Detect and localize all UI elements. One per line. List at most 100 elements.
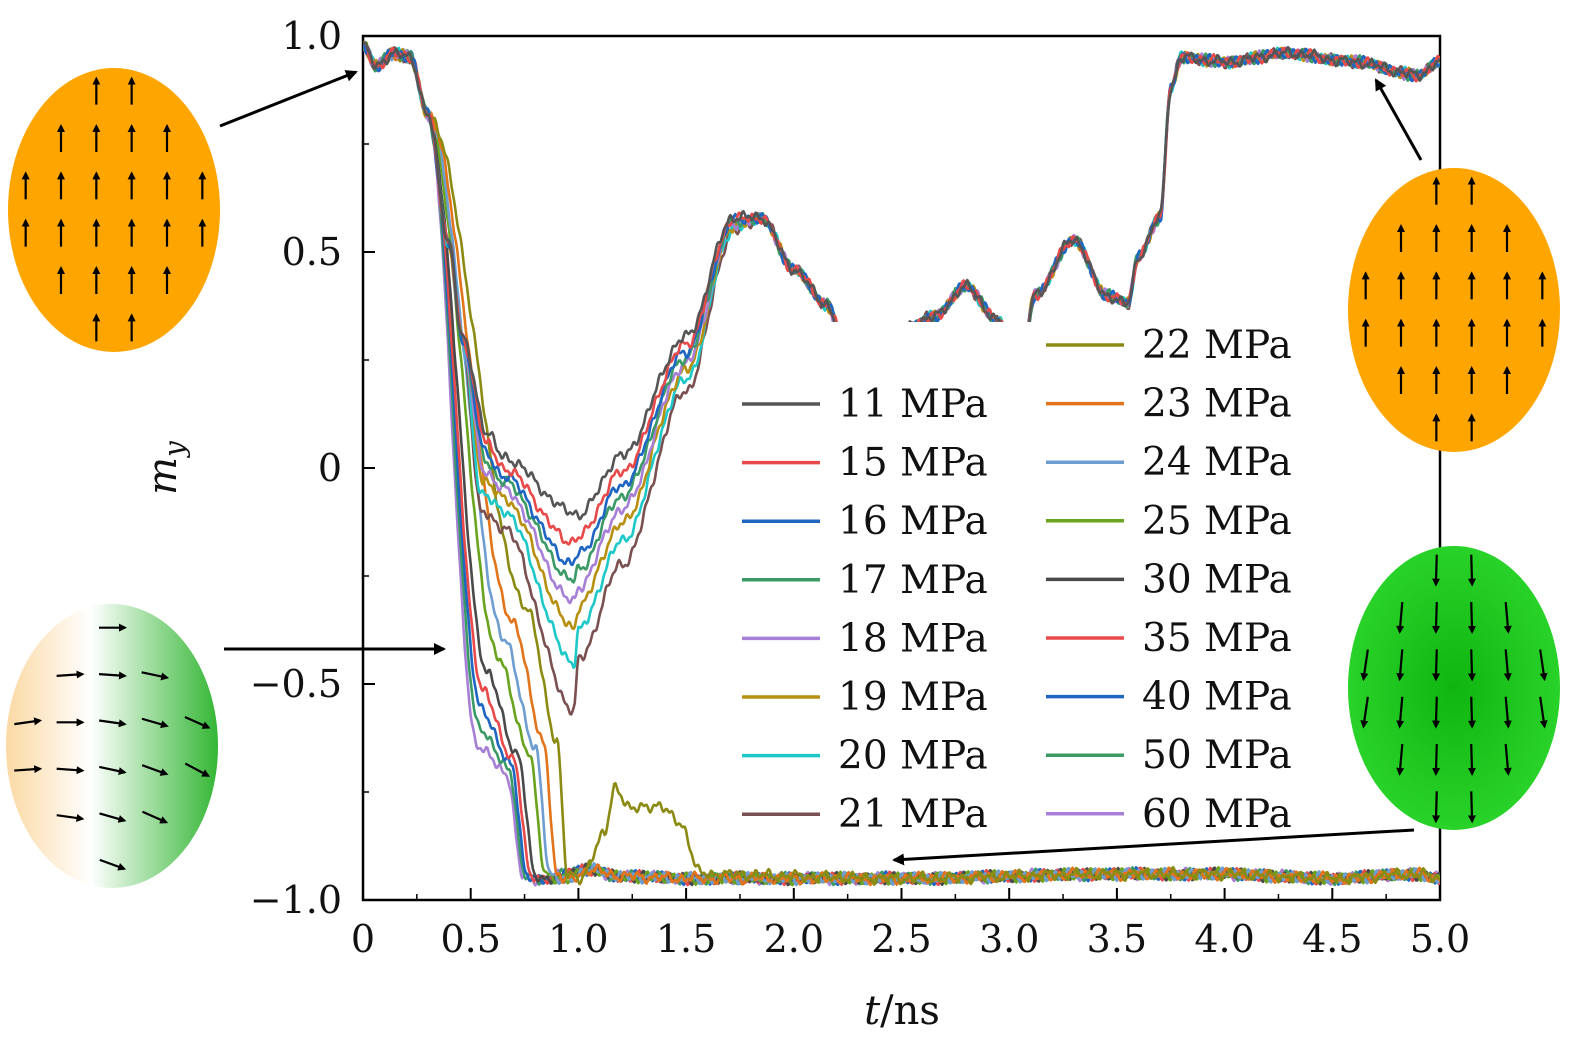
legend-label: 23 MPa [1142, 382, 1292, 427]
inset-arrow [99, 765, 127, 776]
inset-orange-ellipse-left [8, 68, 220, 352]
inset-arrow [1539, 696, 1548, 729]
legend-entry: 21 MPa [742, 792, 988, 837]
inset-arrow [98, 671, 127, 680]
inset-arrow [1396, 696, 1405, 729]
inset-arrow [1503, 649, 1512, 682]
inset-arrow [184, 762, 211, 777]
pointer-arrow-initial [219, 70, 358, 128]
legend-label: 15 MPa [838, 441, 988, 486]
y-tick-label: 0 [318, 446, 342, 490]
legend-label: 40 MPa [1142, 675, 1292, 720]
legend: 11 MPa 15 MPa 16 MPa 17 MPa 18 MPa 19 MPa 20 M… [735, 322, 1335, 844]
x-tick-label: 4.5 [1302, 917, 1362, 961]
legend-label: 20 MPa [838, 734, 988, 779]
x-axis-label: t/ns [864, 988, 940, 1034]
legend-label: 60 MPa [1142, 792, 1292, 837]
legend-label: 17 MPa [838, 558, 988, 603]
inset-arrow [1432, 601, 1441, 634]
inset-arrow [56, 766, 85, 775]
legend-entry: 17 MPa [742, 558, 988, 603]
inset-arrow [98, 719, 127, 728]
inset-green-ellipse-left [6, 604, 218, 888]
legend-label: 50 MPa [1142, 733, 1292, 778]
legend-label: 25 MPa [1142, 499, 1292, 544]
legend-entry: 11 MPa [742, 382, 988, 427]
x-tick-label: 1.0 [548, 917, 608, 961]
inset-arrow [1432, 696, 1441, 729]
inset-arrow [1467, 601, 1476, 634]
inset-intermediate-state [6, 604, 218, 888]
legend-label: 30 MPa [1142, 557, 1292, 602]
legend-entry: 15 MPa [742, 441, 988, 486]
inset-up-arrows-left [21, 76, 207, 342]
inset-arrow [1503, 696, 1512, 729]
x-tick-label: 0 [351, 917, 375, 961]
legend-entry: 23 MPa [1046, 382, 1292, 427]
inset-arrow [14, 765, 43, 774]
inset-initial-state [8, 68, 220, 352]
inset-tilted-arrows [14, 623, 211, 871]
series-line [363, 41, 1440, 886]
inset-arrow [56, 670, 85, 679]
inset-arrow [14, 717, 43, 726]
legend-entry: 30 MPa [1046, 557, 1292, 602]
inset-arrow [99, 858, 127, 871]
inset-arrow [1432, 554, 1441, 587]
inset-arrow [1503, 601, 1512, 634]
x-tick-label: 3.0 [979, 917, 1039, 961]
inset-arrow [1360, 649, 1369, 682]
x-tick-label: 4.0 [1194, 917, 1254, 961]
inset-arrow [1503, 743, 1512, 776]
inset-arrow [1432, 743, 1441, 776]
inset-arrow [99, 812, 127, 823]
y-axis-label: my [140, 440, 191, 495]
inset-arrow [141, 671, 170, 681]
y-tick-label: 0.5 [282, 230, 342, 274]
legend-label: 16 MPa [838, 499, 988, 544]
y-axis-var: m [140, 457, 186, 495]
inset-arrow [1432, 791, 1441, 824]
legend-entry: 60 MPa [1046, 792, 1292, 837]
inset-arrow [1467, 649, 1476, 682]
inset-arrow [1432, 649, 1441, 682]
x-axis-unit: /ns [880, 988, 940, 1034]
x-tick-label: 2.0 [764, 917, 824, 961]
series-line [363, 45, 1440, 887]
inset-arrow [141, 764, 169, 776]
legend-label: 35 MPa [1142, 616, 1292, 661]
inset-up-arrows-right [1361, 176, 1547, 442]
inset-orange-ellipse-right [1348, 168, 1560, 452]
x-tick-label: 1.5 [656, 917, 716, 961]
inset-final-up-state [1348, 168, 1560, 452]
inset-arrow [141, 717, 169, 729]
inset-arrow [1360, 696, 1369, 729]
inset-arrow [1396, 743, 1405, 776]
legend-entry: 35 MPa [1046, 616, 1292, 661]
x-axis-var: t [864, 988, 881, 1034]
legend-entry: 25 MPa [1046, 499, 1292, 544]
legend-entry: 22 MPa [1046, 323, 1292, 368]
inset-arrow [1467, 554, 1476, 587]
inset-arrow [56, 814, 85, 822]
pointer-arrow-switched [892, 828, 1415, 866]
legend-label: 11 MPa [838, 382, 988, 427]
legend-entry: 24 MPa [1046, 440, 1292, 485]
inset-switched-state [1348, 546, 1560, 830]
legend-entry: 20 MPa [742, 734, 988, 779]
legend-entry: 19 MPa [742, 675, 988, 720]
inset-arrow [1539, 649, 1548, 682]
y-axis-sub: y [158, 440, 191, 459]
inset-arrow [1467, 696, 1476, 729]
inset-arrow [1467, 791, 1476, 824]
inset-arrow [142, 810, 169, 824]
legend-label: 18 MPa [838, 616, 988, 661]
inset-down-arrows [1360, 554, 1548, 824]
inset-arrow [184, 716, 211, 729]
inset-arrow [1396, 649, 1405, 682]
x-tick-label: 0.5 [440, 917, 500, 961]
x-tick-label: 2.5 [871, 917, 931, 961]
legend-label: 22 MPa [1142, 323, 1292, 368]
